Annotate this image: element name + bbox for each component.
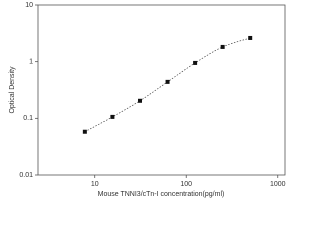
data-point xyxy=(110,114,115,119)
y-tick-label: 0.1 xyxy=(23,115,33,122)
data-point xyxy=(220,44,225,49)
y-tick-label: 1 xyxy=(29,59,33,66)
data-point xyxy=(82,129,87,134)
plot-frame xyxy=(37,4,286,176)
data-point xyxy=(248,35,253,40)
data-point xyxy=(165,79,170,84)
y-tick-label: 10 xyxy=(25,2,33,9)
x-tick-label: 1000 xyxy=(270,181,286,188)
fit-curve xyxy=(84,37,251,133)
data-point xyxy=(193,60,198,65)
data-point xyxy=(138,98,143,103)
y-axis-title: Optical Density xyxy=(9,66,16,114)
x-tick-label: 100 xyxy=(180,181,192,188)
chart: Optical Density Mouse TNNI3/cTn-I concen… xyxy=(9,2,286,198)
x-axis-title: Mouse TNNI3/cTn-I concentration(pg/ml) xyxy=(98,191,225,198)
x-tick-label: 10 xyxy=(91,181,99,188)
y-tick-label: 0.01 xyxy=(19,172,33,179)
